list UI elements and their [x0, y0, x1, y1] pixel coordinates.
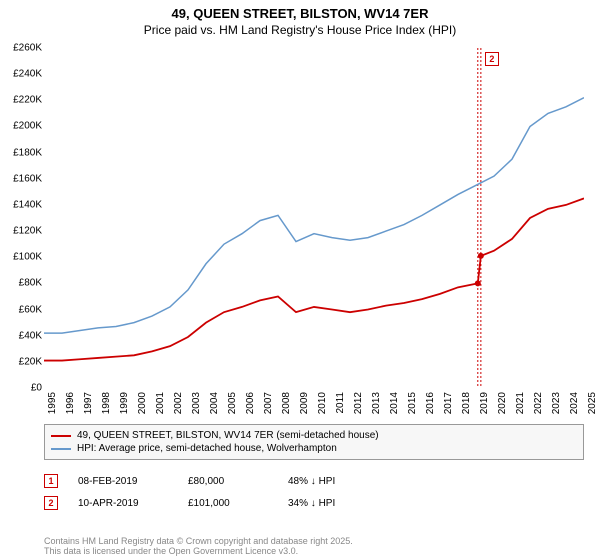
y-tick-label: £60K — [2, 304, 42, 315]
event-table: 1 08-FEB-2019 £80,000 48% ↓ HPI 2 10-APR-2019… — [44, 470, 584, 514]
x-tick-label: 2006 — [245, 392, 256, 414]
event-date: 10-APR-2019 — [78, 498, 168, 509]
event-price: £101,000 — [188, 498, 268, 509]
x-tick-label: 1998 — [101, 392, 112, 414]
legend-label: HPI: Average price, semi-detached house,… — [77, 443, 337, 454]
footer-line-2: This data is licensed under the Open Gov… — [44, 546, 584, 556]
x-tick-label: 2019 — [479, 392, 490, 414]
event-diff: 34% ↓ HPI — [288, 498, 388, 509]
event-row: 2 10-APR-2019 £101,000 34% ↓ HPI — [44, 492, 584, 514]
y-tick-label: £140K — [2, 199, 42, 210]
x-tick-label: 2000 — [137, 392, 148, 414]
x-tick-label: 2012 — [353, 392, 364, 414]
y-tick-label: £40K — [2, 330, 42, 341]
x-tick-label: 2003 — [191, 392, 202, 414]
x-tick-label: 2018 — [461, 392, 472, 414]
y-tick-label: £180K — [2, 147, 42, 158]
y-tick-label: £200K — [2, 121, 42, 132]
y-tick-label: £160K — [2, 173, 42, 184]
legend: 49, QUEEN STREET, BILSTON, WV14 7ER (sem… — [44, 424, 584, 460]
event-row: 1 08-FEB-2019 £80,000 48% ↓ HPI — [44, 470, 584, 492]
legend-label: 49, QUEEN STREET, BILSTON, WV14 7ER (sem… — [77, 430, 379, 441]
event-date: 08-FEB-2019 — [78, 476, 168, 487]
x-tick-label: 2022 — [533, 392, 544, 414]
x-tick-label: 2021 — [515, 392, 526, 414]
chart-area — [44, 48, 584, 388]
legend-item: 49, QUEEN STREET, BILSTON, WV14 7ER (sem… — [51, 429, 577, 442]
x-tick-label: 1997 — [83, 392, 94, 414]
footer-text: Contains HM Land Registry data © Crown c… — [44, 536, 584, 556]
legend-swatch — [51, 435, 71, 437]
x-tick-label: 2013 — [371, 392, 382, 414]
x-tick-label: 2011 — [335, 392, 346, 414]
x-tick-label: 2008 — [281, 392, 292, 414]
x-tick-label: 2020 — [497, 392, 508, 414]
event-diff: 48% ↓ HPI — [288, 476, 388, 487]
y-tick-label: £240K — [2, 69, 42, 80]
y-tick-label: £260K — [2, 43, 42, 54]
line-chart — [44, 48, 584, 388]
x-tick-label: 2010 — [317, 392, 328, 414]
x-tick-label: 2025 — [587, 392, 598, 414]
y-tick-label: £0 — [2, 383, 42, 394]
x-tick-label: 1999 — [119, 392, 130, 414]
event-badge: 1 — [44, 474, 58, 488]
x-tick-label: 1996 — [65, 392, 76, 414]
chart-subtitle: Price paid vs. HM Land Registry's House … — [0, 23, 600, 43]
legend-item: HPI: Average price, semi-detached house,… — [51, 442, 577, 455]
x-tick-label: 2002 — [173, 392, 184, 414]
x-tick-label: 2004 — [209, 392, 220, 414]
x-tick-label: 2015 — [407, 392, 418, 414]
y-tick-label: £220K — [2, 95, 42, 106]
x-tick-label: 2001 — [155, 392, 166, 414]
x-tick-label: 2024 — [569, 392, 580, 414]
x-tick-label: 2014 — [389, 392, 400, 414]
x-tick-label: 2017 — [443, 392, 454, 414]
x-tick-label: 2016 — [425, 392, 436, 414]
event-marker-badge: 2 — [485, 52, 499, 66]
x-tick-label: 2023 — [551, 392, 562, 414]
x-tick-label: 1995 — [47, 392, 58, 414]
legend-swatch — [51, 448, 71, 450]
y-tick-label: £120K — [2, 226, 42, 237]
x-tick-label: 2007 — [263, 392, 274, 414]
event-price: £80,000 — [188, 476, 268, 487]
chart-title: 49, QUEEN STREET, BILSTON, WV14 7ER — [0, 0, 600, 23]
y-tick-label: £20K — [2, 356, 42, 367]
y-tick-label: £80K — [2, 278, 42, 289]
event-badge: 2 — [44, 496, 58, 510]
x-tick-label: 2005 — [227, 392, 238, 414]
y-tick-label: £100K — [2, 252, 42, 263]
x-tick-label: 2009 — [299, 392, 310, 414]
footer-line-1: Contains HM Land Registry data © Crown c… — [44, 536, 584, 546]
